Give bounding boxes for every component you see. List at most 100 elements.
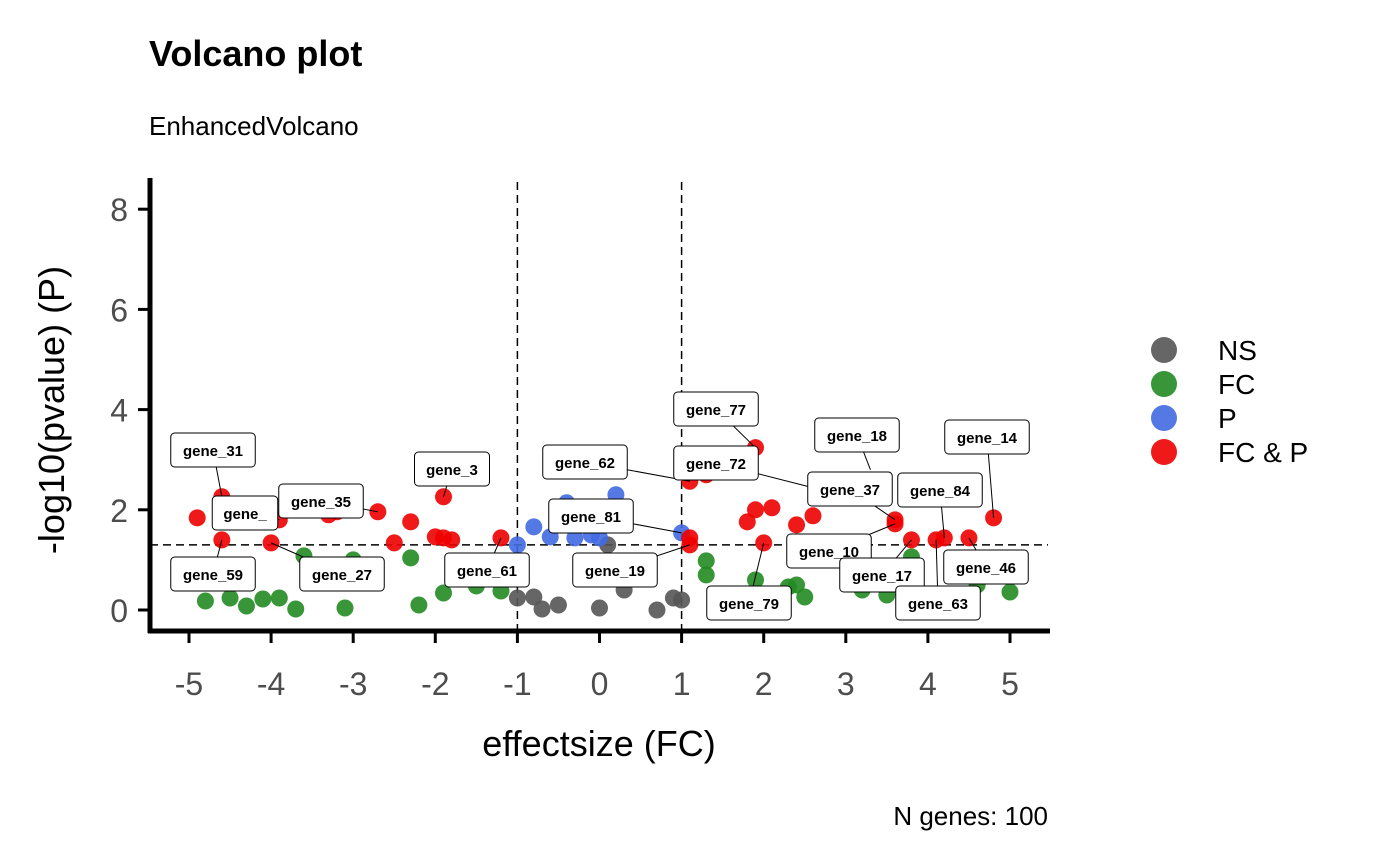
gene-label: gene_79 bbox=[719, 596, 779, 613]
legend-label: FC & P bbox=[1218, 437, 1308, 468]
gene-label: gene_61 bbox=[457, 563, 517, 580]
data-point-fcp bbox=[188, 509, 206, 527]
gene-label-box bbox=[548, 498, 634, 534]
data-point-fc bbox=[410, 596, 428, 614]
caption: N genes: 100 bbox=[893, 801, 1048, 831]
gene-label-box bbox=[895, 585, 981, 621]
x-tick-label: -2 bbox=[421, 666, 449, 702]
gene-label-box bbox=[211, 495, 279, 531]
gene-label: gene_10 bbox=[799, 544, 859, 561]
gene-label: gene_18 bbox=[827, 428, 887, 445]
data-point-ns bbox=[549, 596, 567, 614]
gene-label-box bbox=[943, 549, 1029, 585]
y-tick-label: 2 bbox=[110, 493, 128, 529]
data-point-fc bbox=[796, 588, 814, 606]
gene-label: gene_72 bbox=[686, 456, 746, 473]
y-tick-label: 0 bbox=[110, 593, 128, 629]
data-point-ns bbox=[525, 588, 543, 606]
legend-label: P bbox=[1218, 403, 1237, 434]
gene-label: gene_35 bbox=[291, 494, 351, 511]
data-point-ns bbox=[508, 589, 526, 607]
data-point-ns bbox=[648, 601, 666, 619]
data-point-p bbox=[508, 536, 526, 554]
x-tick-label: -4 bbox=[257, 666, 285, 702]
gene-label: gene_46 bbox=[956, 560, 1016, 577]
data-point-fc bbox=[697, 566, 715, 584]
x-tick-label: -1 bbox=[503, 666, 531, 702]
gene-label: gene_62 bbox=[555, 455, 615, 472]
data-point-fcp bbox=[385, 534, 403, 552]
gene-label-box bbox=[814, 417, 900, 453]
gene-label-box bbox=[572, 552, 658, 588]
gene-label: gene_77 bbox=[686, 402, 746, 419]
x-tick-label: 2 bbox=[755, 666, 773, 702]
data-point-ns bbox=[533, 600, 551, 618]
gene-label: gene_37 bbox=[820, 482, 880, 499]
x-tick-label: 4 bbox=[919, 666, 937, 702]
data-point-fcp bbox=[746, 501, 764, 519]
gene-label: gene_14 bbox=[957, 430, 1018, 447]
legend-marker bbox=[1151, 439, 1177, 465]
data-point-fc bbox=[435, 584, 453, 602]
legend-marker bbox=[1151, 337, 1177, 363]
data-point-p bbox=[591, 529, 608, 547]
legend-label: NS bbox=[1218, 335, 1257, 366]
data-point-fcp bbox=[788, 516, 806, 534]
data-point-fc bbox=[287, 600, 305, 618]
data-point-fcp bbox=[738, 513, 756, 531]
gene-label: gene_81 bbox=[561, 509, 621, 526]
data-point-fc bbox=[254, 590, 272, 608]
gene-label: gene_17 bbox=[852, 568, 912, 585]
gene-label-box bbox=[807, 471, 893, 507]
data-point-fc bbox=[221, 589, 239, 607]
data-point-fcp bbox=[763, 499, 781, 517]
gene-label-box bbox=[944, 419, 1030, 455]
data-point-fcp bbox=[681, 529, 699, 547]
gene-label: gene_59 bbox=[183, 567, 243, 584]
y-tick-label: 4 bbox=[110, 393, 128, 429]
gene-label: gene_19 bbox=[585, 563, 645, 580]
data-point-fcp bbox=[804, 507, 822, 525]
chart-subtitle: EnhancedVolcano bbox=[149, 111, 359, 141]
x-tick-label: -3 bbox=[339, 666, 367, 702]
gene-label-box bbox=[673, 391, 759, 427]
gene-label-box bbox=[897, 472, 983, 508]
y-tick-label: 6 bbox=[110, 292, 128, 328]
gene-label-box bbox=[673, 445, 759, 481]
data-point-fcp bbox=[443, 531, 461, 549]
data-point-fc bbox=[746, 571, 764, 589]
legend-marker bbox=[1151, 405, 1177, 431]
chart-title: Volcano plot bbox=[149, 33, 362, 74]
x-tick-label: 3 bbox=[837, 666, 855, 702]
x-axis-label: effectsize (FC) bbox=[482, 723, 715, 764]
gene-label-box bbox=[706, 585, 792, 621]
gene-label-box bbox=[278, 483, 364, 519]
gene-label: gene_27 bbox=[312, 567, 372, 584]
data-point-fc bbox=[237, 597, 255, 615]
data-point-ns bbox=[591, 599, 608, 617]
data-point-ns bbox=[673, 591, 691, 609]
x-tick-label: 1 bbox=[673, 666, 691, 702]
data-point-fc bbox=[697, 552, 715, 570]
data-point-fc bbox=[402, 549, 420, 567]
data-point-p bbox=[566, 529, 584, 547]
gene-label-box bbox=[414, 451, 490, 487]
gene-label: gene_84 bbox=[910, 483, 971, 500]
gene-label-box bbox=[444, 552, 530, 588]
data-point-fc bbox=[1001, 583, 1019, 601]
gene-label-box bbox=[170, 432, 256, 468]
x-tick-label: -5 bbox=[175, 666, 203, 702]
gene-label: gene_ bbox=[223, 506, 267, 523]
data-point-fcp bbox=[402, 513, 420, 531]
y-axis-label: -log10(pvalue) (P) bbox=[31, 266, 72, 554]
data-point-fc bbox=[336, 599, 354, 617]
legend-marker bbox=[1151, 371, 1177, 397]
gene-label-box bbox=[542, 444, 628, 480]
data-point-fc bbox=[270, 589, 288, 607]
x-tick-label: 5 bbox=[1001, 666, 1019, 702]
y-tick-label: 8 bbox=[110, 192, 128, 228]
gene-label-box bbox=[839, 557, 925, 593]
gene-label: gene_63 bbox=[908, 596, 968, 613]
